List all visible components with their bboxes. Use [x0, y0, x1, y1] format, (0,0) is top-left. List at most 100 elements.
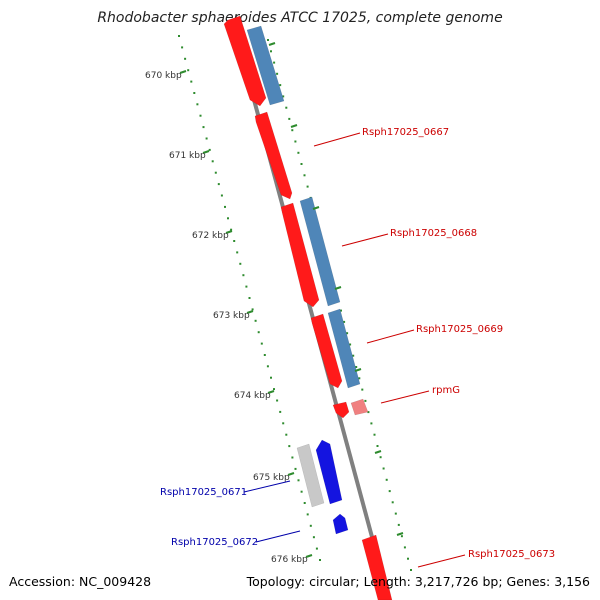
ruler-dot [266, 365, 269, 368]
gene-feature-pink[interactable] [350, 398, 369, 416]
kbp-ticks [179, 42, 404, 558]
ruler-dot [208, 148, 211, 151]
ruler-dot [364, 399, 367, 402]
gene-feature-red[interactable] [310, 313, 343, 389]
ruler-dot [370, 422, 373, 425]
kbp-tick [179, 70, 187, 74]
ruler-dot [403, 546, 406, 549]
genome-backbone [231, 21, 391, 600]
ruler-dot [270, 376, 272, 379]
ruler-dot [340, 309, 342, 312]
ruler-dot [349, 343, 352, 346]
ruler-dot [178, 35, 180, 37]
ruler-dot [309, 524, 312, 527]
ruler-dot [217, 183, 220, 186]
ruler-dot [276, 72, 279, 75]
genome-stats-text: Topology: circular; Length: 3,217,726 bp… [246, 574, 590, 589]
ruler-dot [319, 559, 321, 561]
gene-label-rsph17025-0669[interactable]: Rsph17025_0669 [416, 324, 503, 335]
ruler-dot [260, 342, 263, 345]
kbp-tick [334, 286, 342, 290]
kbp-tick [268, 42, 276, 46]
ruler-dot [346, 332, 349, 335]
ruler-dot [257, 331, 260, 334]
gene-label-rsph17025-0668[interactable]: Rsph17025_0668 [390, 228, 477, 239]
ruler-dot [230, 228, 233, 231]
ruler-dot [400, 535, 403, 538]
ruler-dot [376, 445, 379, 447]
kbp-label: 672 kbp [192, 231, 229, 241]
ruler-dot [285, 433, 288, 436]
gene-feature-blue[interactable] [332, 513, 349, 535]
ruler-dot [196, 103, 199, 106]
ruler-dot [190, 80, 193, 83]
ruler-dot [294, 467, 297, 470]
ruler-dot [263, 354, 266, 356]
gene-labels: Rsph17025_0667 Rsph17025_0668 Rsph17025_… [160, 127, 555, 568]
kbp-tick [396, 532, 404, 536]
ruler-dot [410, 569, 412, 571]
gene-feature-blue[interactable] [315, 439, 343, 505]
kbp-tick [290, 124, 298, 128]
ruler-dot [254, 319, 257, 322]
gene-feature-red[interactable] [280, 202, 320, 308]
gene-label-rsph17025-0667[interactable]: Rsph17025_0667 [362, 127, 449, 138]
ruler-dot [184, 57, 187, 60]
gene-feature-steel[interactable] [246, 25, 285, 106]
ruler-dot [279, 84, 282, 87]
ruler-dot [367, 411, 370, 414]
ruler-dot [391, 501, 394, 504]
ruler-dot [294, 140, 297, 143]
kbp-labels: 670 kbp 671 kbp 672 kbp 673 kbp 674 kbp … [145, 71, 308, 565]
ruler-dot [279, 410, 282, 413]
accession-text: Accession: NC_009428 [9, 574, 152, 589]
ruler-dot [233, 240, 236, 242]
gene-feature-red[interactable] [332, 401, 350, 419]
gene-feature-steel[interactable] [299, 196, 341, 307]
ruler-dot [394, 512, 397, 515]
ruler-dot [297, 479, 300, 482]
kbp-tick [305, 554, 313, 558]
gene-feature-steel[interactable] [327, 308, 361, 389]
ruler-dot [288, 117, 291, 120]
gene-label-rsph17025-0672[interactable]: Rsph17025_0672 [171, 537, 258, 548]
ruler-dot [248, 297, 251, 299]
kbp-label: 671 kbp [169, 151, 206, 161]
ruler-dot [236, 251, 239, 254]
kbp-label: 675 kbp [253, 473, 290, 483]
kbp-tick [225, 230, 233, 234]
ruler-dot [270, 50, 272, 53]
gene-label-rsph17025-0671[interactable]: Rsph17025_0671 [160, 487, 247, 498]
ruler-dot [397, 523, 400, 526]
gene-label-rpmg[interactable]: rpmG [432, 385, 460, 396]
gene-feature-red[interactable] [223, 15, 267, 107]
ruler-dot [282, 95, 285, 98]
ruler-dot [187, 69, 190, 72]
ruler-dot [361, 388, 364, 391]
ruler-dot [288, 445, 291, 448]
ruler-dot [382, 467, 385, 470]
gene-feature-red[interactable] [254, 111, 293, 200]
ruler-dot [407, 557, 409, 560]
ruler-dot [285, 106, 288, 109]
ruler-dot [291, 129, 294, 132]
ruler-dot [355, 366, 358, 368]
ruler-dot [211, 160, 214, 163]
ruler-dot [267, 39, 269, 41]
ruler-dot [352, 354, 355, 357]
ruler-dot [312, 536, 315, 539]
kbp-tick [267, 390, 275, 394]
ruler-dot [388, 490, 391, 493]
kbp-label: 674 kbp [234, 391, 271, 401]
ruler-dot [202, 126, 205, 129]
gene-feature-grey[interactable] [296, 443, 325, 508]
ruler-dot [315, 547, 318, 550]
ruler-dot [199, 114, 202, 117]
kbp-label: 670 kbp [145, 71, 182, 81]
ruler-dot [282, 422, 285, 425]
kbp-tick [287, 472, 295, 476]
ruler-dot [193, 92, 196, 94]
gene-label-rsph17025-0673[interactable]: Rsph17025_0673 [468, 549, 555, 560]
gene-feature-red[interactable] [361, 534, 393, 600]
